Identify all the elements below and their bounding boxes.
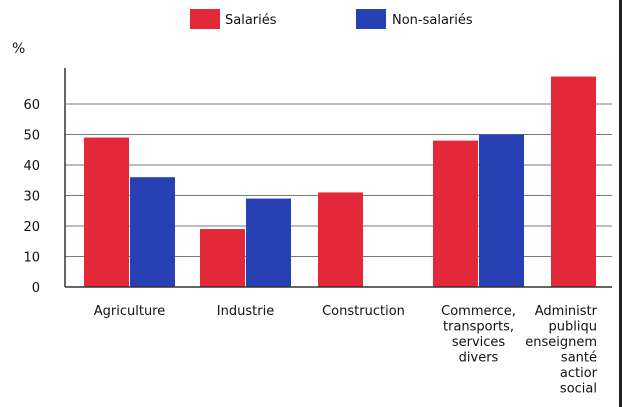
category-label-3: Commerce, transports, services divers [441,304,516,366]
y-tick-50: 50 [23,129,40,144]
category-label-4: Administr publiqu enseignem santé actior soci… [525,304,597,397]
bars [84,76,596,287]
y-tick-20: 20 [23,220,40,235]
category-label-0: Agriculture [94,304,166,319]
y-tick-10: 10 [23,251,40,266]
bar-non-salaries-3 [479,134,524,287]
x-category-labels: Agriculture Industrie Construction Commerce… [94,304,598,397]
bar-salaries-0 [84,137,129,287]
bar-non-salaries-1 [246,198,291,287]
category-label-2: Construction [322,304,405,319]
bar-salaries-1 [200,229,245,287]
bar-non-salaries-0 [130,177,175,287]
bar-salaries-3 [433,140,478,287]
legend: Salariés Non-salariés [190,9,473,29]
y-tick-labels: 0 10 20 30 40 50 60 [23,98,40,296]
axes [64,68,612,288]
legend-label-1: Non-salariés [392,13,473,28]
category-label-1: Industrie [217,304,274,319]
legend-swatch-0 [190,9,220,29]
y-tick-30: 30 [23,190,40,205]
y-tick-40: 40 [23,159,40,174]
bar-salaries-2 [318,192,363,287]
legend-label-0: Salariés [225,13,277,28]
y-tick-0: 0 [32,281,40,296]
legend-swatch-1 [356,9,386,29]
bar-salaries-4 [551,76,596,287]
image-edge [619,0,622,407]
y-axis-unit: % [12,41,25,57]
y-tick-60: 60 [23,98,40,113]
